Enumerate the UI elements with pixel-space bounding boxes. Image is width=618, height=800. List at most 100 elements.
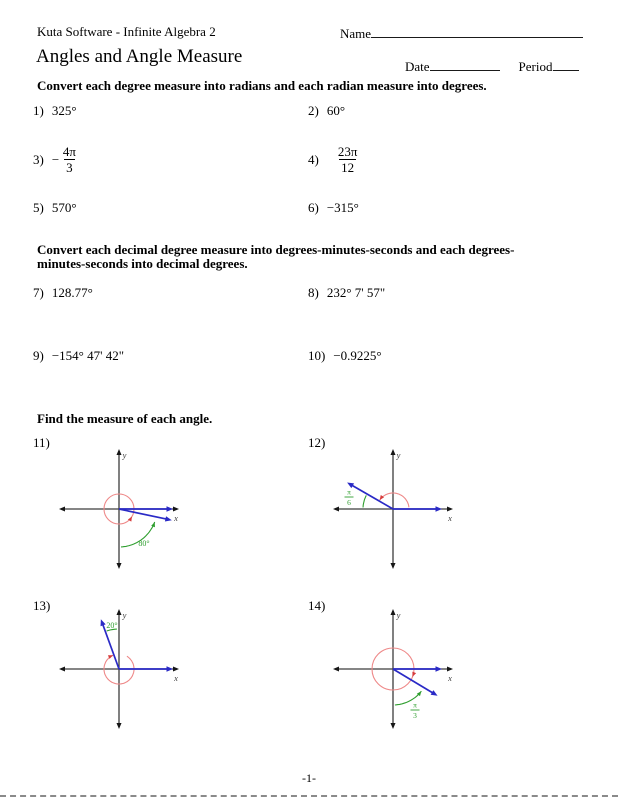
problem-3-number: 3) xyxy=(33,151,44,167)
arc-arrow xyxy=(107,655,114,659)
problem-9: 9) −154° 47' 42" xyxy=(33,348,124,364)
problem-2-value: 60° xyxy=(326,103,346,118)
problem-6-value: −315° xyxy=(326,200,359,215)
arc-arrow xyxy=(379,494,385,501)
angle-measure-label: 20° xyxy=(106,621,117,630)
problem-9-number: 9) xyxy=(33,348,44,363)
angle-measure-fraction-numerator: π xyxy=(413,701,417,710)
x-axis-left-arrow xyxy=(333,666,339,672)
x-axis-right-arrow xyxy=(173,666,179,672)
problem-14-number: 14) xyxy=(308,598,326,613)
angle-diagram-12: x y π6 xyxy=(333,449,453,569)
problem-8-number: 8) xyxy=(308,285,319,300)
problem-12-number: 12) xyxy=(308,435,326,450)
ray-arrow xyxy=(164,516,172,522)
problem-5-number: 5) xyxy=(33,200,44,215)
ray-arrow xyxy=(347,482,355,489)
y-axis-label: y xyxy=(122,450,127,460)
angle-arc xyxy=(362,495,367,508)
angle-diagram-11: x y 80° xyxy=(59,449,179,569)
problem-1-value: 325° xyxy=(51,103,77,118)
problem-10-number: 10) xyxy=(308,348,326,363)
x-axis-right-arrow xyxy=(447,666,453,672)
problem-4-fraction: 23π 12 xyxy=(336,144,360,175)
problem-6-number: 6) xyxy=(308,200,319,215)
angle-arc xyxy=(394,690,422,706)
y-axis-bottom-arrow xyxy=(116,723,122,729)
problem-13-number: 13) xyxy=(33,598,51,613)
arc-arrow xyxy=(151,521,155,528)
page-edge-separator xyxy=(0,795,618,797)
name-field-row: Name xyxy=(340,23,584,42)
problem-9-value: −154° 47' 42" xyxy=(51,348,125,363)
terminal-side-ray xyxy=(101,621,120,670)
page-title: Angles and Angle Measure xyxy=(36,46,243,67)
problem-11-number: 11) xyxy=(33,435,50,450)
terminal-side-ray xyxy=(118,508,170,521)
problem-3-sign: − xyxy=(51,151,60,167)
ray-arrow xyxy=(166,666,173,672)
problem-3-numerator: 4π xyxy=(62,144,76,159)
problem-2-number: 2) xyxy=(308,103,319,118)
angle-measure-fraction-denominator: 6 xyxy=(347,498,351,507)
terminal-side-ray xyxy=(349,483,394,510)
y-axis-top-arrow xyxy=(390,449,396,455)
problem-10: 10) −0.9225° xyxy=(308,348,382,364)
angle-diagram-14: x y π3 xyxy=(333,609,453,729)
x-axis-label: x xyxy=(173,513,178,523)
angle-diagram-13: x y 20° xyxy=(59,609,179,729)
y-axis-label: y xyxy=(396,610,401,620)
problem-3-denominator: 3 xyxy=(64,159,75,175)
angle-measure-label: 80° xyxy=(138,539,149,548)
y-axis-bottom-arrow xyxy=(390,723,396,729)
name-blank-line xyxy=(371,23,584,38)
problem-2: 2) 60° xyxy=(308,103,345,119)
rotation-arc-arrow xyxy=(127,516,132,522)
problem-3: 3) −4π 3 xyxy=(33,144,78,175)
period-label: Period xyxy=(518,59,553,74)
section-3-instruction: Find the measure of each angle. xyxy=(37,411,213,426)
section-1-instruction: Convert each degree measure into radians… xyxy=(37,78,487,93)
problem-5-value: 570° xyxy=(51,200,77,215)
problem-3-fraction: 4π 3 xyxy=(61,144,78,175)
problem-10-value: −0.9225° xyxy=(333,348,382,363)
x-axis-right-arrow xyxy=(447,506,453,512)
page-number: -1- xyxy=(302,771,316,785)
terminal-side-ray xyxy=(392,668,436,695)
problem-4-number: 4) xyxy=(308,151,319,167)
rotation-arc xyxy=(103,654,135,685)
ray-arrow xyxy=(430,690,438,696)
angle-arc xyxy=(106,628,117,632)
problem-7-number: 7) xyxy=(33,285,44,300)
brand-text: Kuta Software - Infinite Algebra 2 xyxy=(37,24,216,39)
x-axis-left-arrow xyxy=(59,506,65,512)
problem-5: 5) 570° xyxy=(33,200,77,216)
period-blank-line xyxy=(552,56,579,71)
x-axis-left-arrow xyxy=(59,666,65,672)
problem-1-number: 1) xyxy=(33,103,44,118)
problem-7-value: 128.77° xyxy=(51,285,93,300)
x-axis-left-arrow xyxy=(333,506,339,512)
ray-arrow xyxy=(435,506,442,512)
problem-4: 4) 23π 12 xyxy=(308,144,359,175)
angle-measure-fraction-denominator: 3 xyxy=(413,711,417,720)
ray-arrow xyxy=(435,666,442,672)
ray-arrow xyxy=(166,506,173,512)
problem-6: 6) −315° xyxy=(308,200,359,216)
date-period-row: Date Period xyxy=(405,56,579,75)
rotation-arc xyxy=(379,492,410,508)
x-axis-label: x xyxy=(447,673,452,683)
y-axis-top-arrow xyxy=(390,609,396,615)
date-label: Date xyxy=(405,59,430,74)
rotation-arc-arrow xyxy=(412,671,417,677)
arc-arrow xyxy=(416,691,422,697)
y-axis-bottom-arrow xyxy=(116,563,122,569)
y-axis-label: y xyxy=(122,610,127,620)
problem-8: 8) 232° 7' 57" xyxy=(308,285,385,301)
angle-measure-fraction-numerator: π xyxy=(347,488,351,497)
y-axis-bottom-arrow xyxy=(390,563,396,569)
problem-8-value: 232° 7' 57" xyxy=(326,285,386,300)
name-label: Name xyxy=(340,26,372,41)
section-2-instruction: Convert each decimal degree measure into… xyxy=(37,242,515,271)
